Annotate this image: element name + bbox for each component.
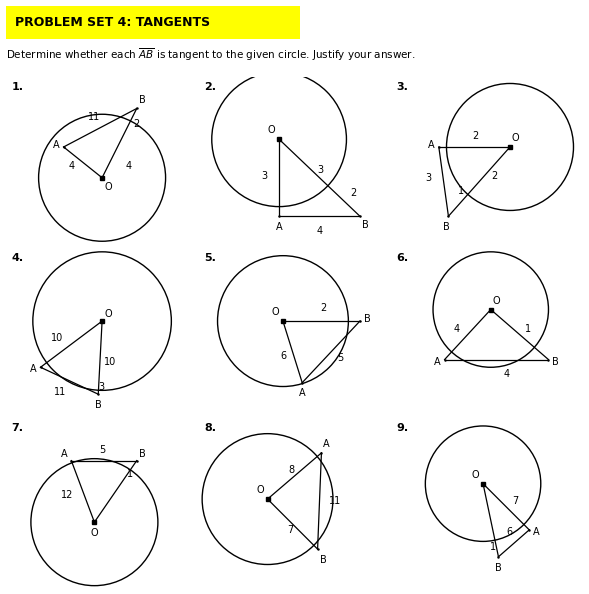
Text: B: B — [319, 555, 326, 565]
Text: B: B — [443, 222, 450, 232]
Text: O: O — [512, 133, 519, 143]
Text: B: B — [362, 220, 369, 230]
Text: 2: 2 — [491, 171, 497, 181]
Text: 2.: 2. — [204, 83, 216, 92]
Text: 2: 2 — [133, 119, 139, 129]
Text: 1: 1 — [525, 324, 531, 334]
Text: B: B — [495, 563, 502, 573]
Text: A: A — [299, 388, 306, 399]
Text: O: O — [91, 528, 98, 538]
Text: A: A — [53, 140, 59, 150]
Text: A: A — [434, 356, 441, 366]
Text: 4: 4 — [503, 369, 509, 379]
Text: 5: 5 — [99, 445, 105, 455]
Text: O: O — [272, 307, 279, 317]
Text: O: O — [267, 125, 275, 135]
Text: 11: 11 — [54, 387, 66, 397]
Text: 4.: 4. — [12, 252, 24, 263]
Text: A: A — [428, 140, 435, 150]
Text: O: O — [104, 309, 112, 319]
Text: 3: 3 — [317, 165, 324, 175]
Text: A: A — [533, 527, 540, 537]
Text: 1: 1 — [458, 187, 464, 196]
Text: B: B — [138, 448, 145, 459]
Text: 4: 4 — [316, 226, 323, 236]
Text: 10: 10 — [51, 333, 64, 343]
Text: B: B — [138, 94, 145, 105]
Text: 2: 2 — [472, 131, 478, 141]
Text: 6: 6 — [281, 350, 287, 361]
Text: B: B — [95, 400, 102, 410]
Text: O: O — [492, 296, 500, 306]
Text: O: O — [472, 470, 479, 480]
Text: 3: 3 — [98, 381, 104, 391]
Text: PROBLEM SET 4: TANGENTS: PROBLEM SET 4: TANGENTS — [15, 16, 210, 29]
Text: Determine whether each $\overline{AB}$ is tangent to the given circle. Justify y: Determine whether each $\overline{AB}$ i… — [6, 47, 415, 63]
Text: 7.: 7. — [12, 423, 24, 433]
FancyBboxPatch shape — [6, 6, 300, 39]
Text: 3: 3 — [262, 171, 267, 181]
Text: A: A — [30, 364, 37, 374]
Text: 4: 4 — [125, 161, 131, 171]
Text: 2: 2 — [350, 188, 356, 198]
Text: O: O — [104, 182, 112, 192]
Text: 12: 12 — [61, 490, 73, 500]
Text: 6: 6 — [506, 527, 512, 537]
Text: 11: 11 — [329, 496, 342, 506]
Text: 9.: 9. — [396, 423, 409, 433]
Text: B: B — [364, 314, 370, 324]
Text: 7: 7 — [287, 525, 293, 535]
Text: 10: 10 — [104, 356, 116, 366]
Text: A: A — [323, 439, 330, 449]
Text: 11: 11 — [88, 112, 101, 122]
Text: 5: 5 — [337, 353, 343, 363]
Text: B: B — [552, 356, 559, 366]
Text: 4: 4 — [454, 324, 460, 334]
Text: 3.: 3. — [396, 83, 408, 92]
Text: 7: 7 — [512, 496, 518, 506]
Text: 1: 1 — [491, 542, 497, 552]
Text: 3: 3 — [425, 173, 431, 183]
Text: A: A — [276, 222, 282, 232]
Text: 6.: 6. — [396, 252, 409, 263]
Text: 1.: 1. — [12, 83, 24, 92]
Text: 2: 2 — [320, 304, 326, 314]
Text: 4: 4 — [69, 161, 75, 171]
Text: 1: 1 — [127, 469, 133, 479]
Text: O: O — [256, 485, 264, 495]
Text: 5.: 5. — [204, 252, 216, 263]
Text: 8.: 8. — [204, 423, 216, 433]
Text: A: A — [61, 448, 68, 459]
Text: 8: 8 — [289, 465, 295, 475]
